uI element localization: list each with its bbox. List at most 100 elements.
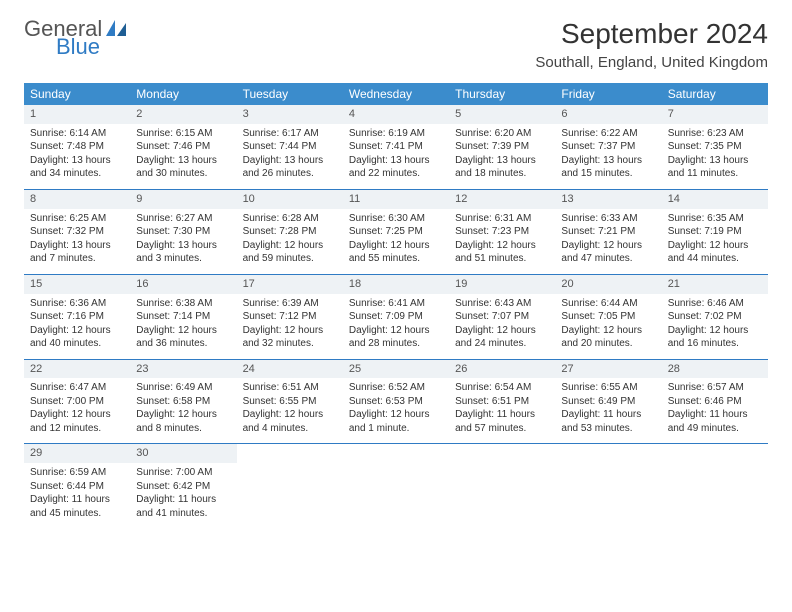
- sunset-text: Sunset: 6:42 PM: [136, 480, 230, 494]
- sunset-text: Sunset: 7:48 PM: [30, 140, 124, 154]
- sunset-text: Sunset: 7:00 PM: [30, 395, 124, 409]
- daylight-text-1: Daylight: 12 hours: [136, 324, 230, 338]
- daylight-text-1: Daylight: 12 hours: [668, 324, 762, 338]
- calendar-day-cell: 29Sunrise: 6:59 AMSunset: 6:44 PMDayligh…: [24, 444, 130, 528]
- calendar-day-cell: 5Sunrise: 6:20 AMSunset: 7:39 PMDaylight…: [449, 105, 555, 189]
- daylight-text-1: Daylight: 13 hours: [455, 154, 549, 168]
- sunset-text: Sunset: 7:16 PM: [30, 310, 124, 324]
- sunrise-text: Sunrise: 6:51 AM: [243, 381, 337, 395]
- day-number: 3: [237, 105, 343, 124]
- sunset-text: Sunset: 7:09 PM: [349, 310, 443, 324]
- day-number: 1: [24, 105, 130, 124]
- day-number: 8: [24, 190, 130, 209]
- daylight-text-1: Daylight: 12 hours: [455, 324, 549, 338]
- calendar-day-cell: 6Sunrise: 6:22 AMSunset: 7:37 PMDaylight…: [555, 105, 661, 189]
- sunrise-text: Sunrise: 6:41 AM: [349, 297, 443, 311]
- sunrise-text: Sunrise: 6:38 AM: [136, 297, 230, 311]
- day-number: 6: [555, 105, 661, 124]
- calendar-week-row: 22Sunrise: 6:47 AMSunset: 7:00 PMDayligh…: [24, 359, 768, 444]
- day-number: 17: [237, 275, 343, 294]
- day-number: 12: [449, 190, 555, 209]
- day-number: 30: [130, 444, 236, 463]
- daylight-text-1: Daylight: 12 hours: [243, 239, 337, 253]
- daylight-text-2: and 40 minutes.: [30, 337, 124, 351]
- brand-logo: General Blue: [24, 18, 126, 58]
- calendar-day-cell: 30Sunrise: 7:00 AMSunset: 6:42 PMDayligh…: [130, 444, 236, 528]
- daylight-text-1: Daylight: 12 hours: [30, 324, 124, 338]
- sunrise-text: Sunrise: 6:54 AM: [455, 381, 549, 395]
- day-number: 25: [343, 360, 449, 379]
- sunrise-text: Sunrise: 7:00 AM: [136, 466, 230, 480]
- calendar-day-cell: 23Sunrise: 6:49 AMSunset: 6:58 PMDayligh…: [130, 359, 236, 444]
- month-title: September 2024: [535, 18, 768, 50]
- calendar-day-cell: 4Sunrise: 6:19 AMSunset: 7:41 PMDaylight…: [343, 105, 449, 189]
- sunset-text: Sunset: 7:28 PM: [243, 225, 337, 239]
- calendar-day-cell: 22Sunrise: 6:47 AMSunset: 7:00 PMDayligh…: [24, 359, 130, 444]
- daylight-text-1: Daylight: 13 hours: [30, 239, 124, 253]
- calendar-day-cell: 13Sunrise: 6:33 AMSunset: 7:21 PMDayligh…: [555, 189, 661, 274]
- daylight-text-1: Daylight: 11 hours: [30, 493, 124, 507]
- daylight-text-1: Daylight: 12 hours: [243, 324, 337, 338]
- sunrise-text: Sunrise: 6:30 AM: [349, 212, 443, 226]
- calendar-day-cell: 21Sunrise: 6:46 AMSunset: 7:02 PMDayligh…: [662, 274, 768, 359]
- calendar-day-cell: 24Sunrise: 6:51 AMSunset: 6:55 PMDayligh…: [237, 359, 343, 444]
- sail-icon: [106, 20, 126, 36]
- sunset-text: Sunset: 7:41 PM: [349, 140, 443, 154]
- day-number: 9: [130, 190, 236, 209]
- daylight-text-2: and 45 minutes.: [30, 507, 124, 521]
- daylight-text-2: and 4 minutes.: [243, 422, 337, 436]
- calendar-day-cell: 15Sunrise: 6:36 AMSunset: 7:16 PMDayligh…: [24, 274, 130, 359]
- sunset-text: Sunset: 7:07 PM: [455, 310, 549, 324]
- calendar-week-row: 15Sunrise: 6:36 AMSunset: 7:16 PMDayligh…: [24, 274, 768, 359]
- calendar-day-cell: 26Sunrise: 6:54 AMSunset: 6:51 PMDayligh…: [449, 359, 555, 444]
- calendar-day-cell: 8Sunrise: 6:25 AMSunset: 7:32 PMDaylight…: [24, 189, 130, 274]
- calendar-day-cell: 10Sunrise: 6:28 AMSunset: 7:28 PMDayligh…: [237, 189, 343, 274]
- daylight-text-1: Daylight: 12 hours: [136, 408, 230, 422]
- weekday-header: Tuesday: [237, 83, 343, 105]
- sunset-text: Sunset: 6:49 PM: [561, 395, 655, 409]
- daylight-text-1: Daylight: 11 hours: [455, 408, 549, 422]
- daylight-text-2: and 3 minutes.: [136, 252, 230, 266]
- sunset-text: Sunset: 6:53 PM: [349, 395, 443, 409]
- sunset-text: Sunset: 7:12 PM: [243, 310, 337, 324]
- day-number: 15: [24, 275, 130, 294]
- sunrise-text: Sunrise: 6:28 AM: [243, 212, 337, 226]
- day-number: 7: [662, 105, 768, 124]
- sunset-text: Sunset: 7:19 PM: [668, 225, 762, 239]
- sunrise-text: Sunrise: 6:44 AM: [561, 297, 655, 311]
- daylight-text-1: Daylight: 13 hours: [561, 154, 655, 168]
- daylight-text-1: Daylight: 11 hours: [668, 408, 762, 422]
- calendar-day-cell: 14Sunrise: 6:35 AMSunset: 7:19 PMDayligh…: [662, 189, 768, 274]
- sunset-text: Sunset: 7:14 PM: [136, 310, 230, 324]
- sunrise-text: Sunrise: 6:35 AM: [668, 212, 762, 226]
- daylight-text-2: and 34 minutes.: [30, 167, 124, 181]
- sunset-text: Sunset: 7:02 PM: [668, 310, 762, 324]
- calendar-day-cell: 16Sunrise: 6:38 AMSunset: 7:14 PMDayligh…: [130, 274, 236, 359]
- calendar-day-cell: 12Sunrise: 6:31 AMSunset: 7:23 PMDayligh…: [449, 189, 555, 274]
- daylight-text-2: and 53 minutes.: [561, 422, 655, 436]
- day-number: 4: [343, 105, 449, 124]
- calendar-day-cell: 18Sunrise: 6:41 AMSunset: 7:09 PMDayligh…: [343, 274, 449, 359]
- calendar-day-cell: 7Sunrise: 6:23 AMSunset: 7:35 PMDaylight…: [662, 105, 768, 189]
- day-number: 29: [24, 444, 130, 463]
- daylight-text-2: and 18 minutes.: [455, 167, 549, 181]
- calendar-day-cell: 20Sunrise: 6:44 AMSunset: 7:05 PMDayligh…: [555, 274, 661, 359]
- calendar-day-cell: .: [343, 444, 449, 528]
- weekday-header: Saturday: [662, 83, 768, 105]
- sunset-text: Sunset: 7:32 PM: [30, 225, 124, 239]
- day-number: 21: [662, 275, 768, 294]
- calendar-week-row: 8Sunrise: 6:25 AMSunset: 7:32 PMDaylight…: [24, 189, 768, 274]
- sunrise-text: Sunrise: 6:20 AM: [455, 127, 549, 141]
- page-header: General Blue September 2024 Southall, En…: [24, 18, 768, 71]
- day-number: 14: [662, 190, 768, 209]
- sunset-text: Sunset: 6:55 PM: [243, 395, 337, 409]
- daylight-text-1: Daylight: 12 hours: [349, 239, 443, 253]
- weekday-header-row: Sunday Monday Tuesday Wednesday Thursday…: [24, 83, 768, 105]
- sunset-text: Sunset: 6:58 PM: [136, 395, 230, 409]
- sunset-text: Sunset: 7:25 PM: [349, 225, 443, 239]
- day-number: 27: [555, 360, 661, 379]
- daylight-text-2: and 26 minutes.: [243, 167, 337, 181]
- daylight-text-2: and 11 minutes.: [668, 167, 762, 181]
- daylight-text-2: and 24 minutes.: [455, 337, 549, 351]
- day-number: 28: [662, 360, 768, 379]
